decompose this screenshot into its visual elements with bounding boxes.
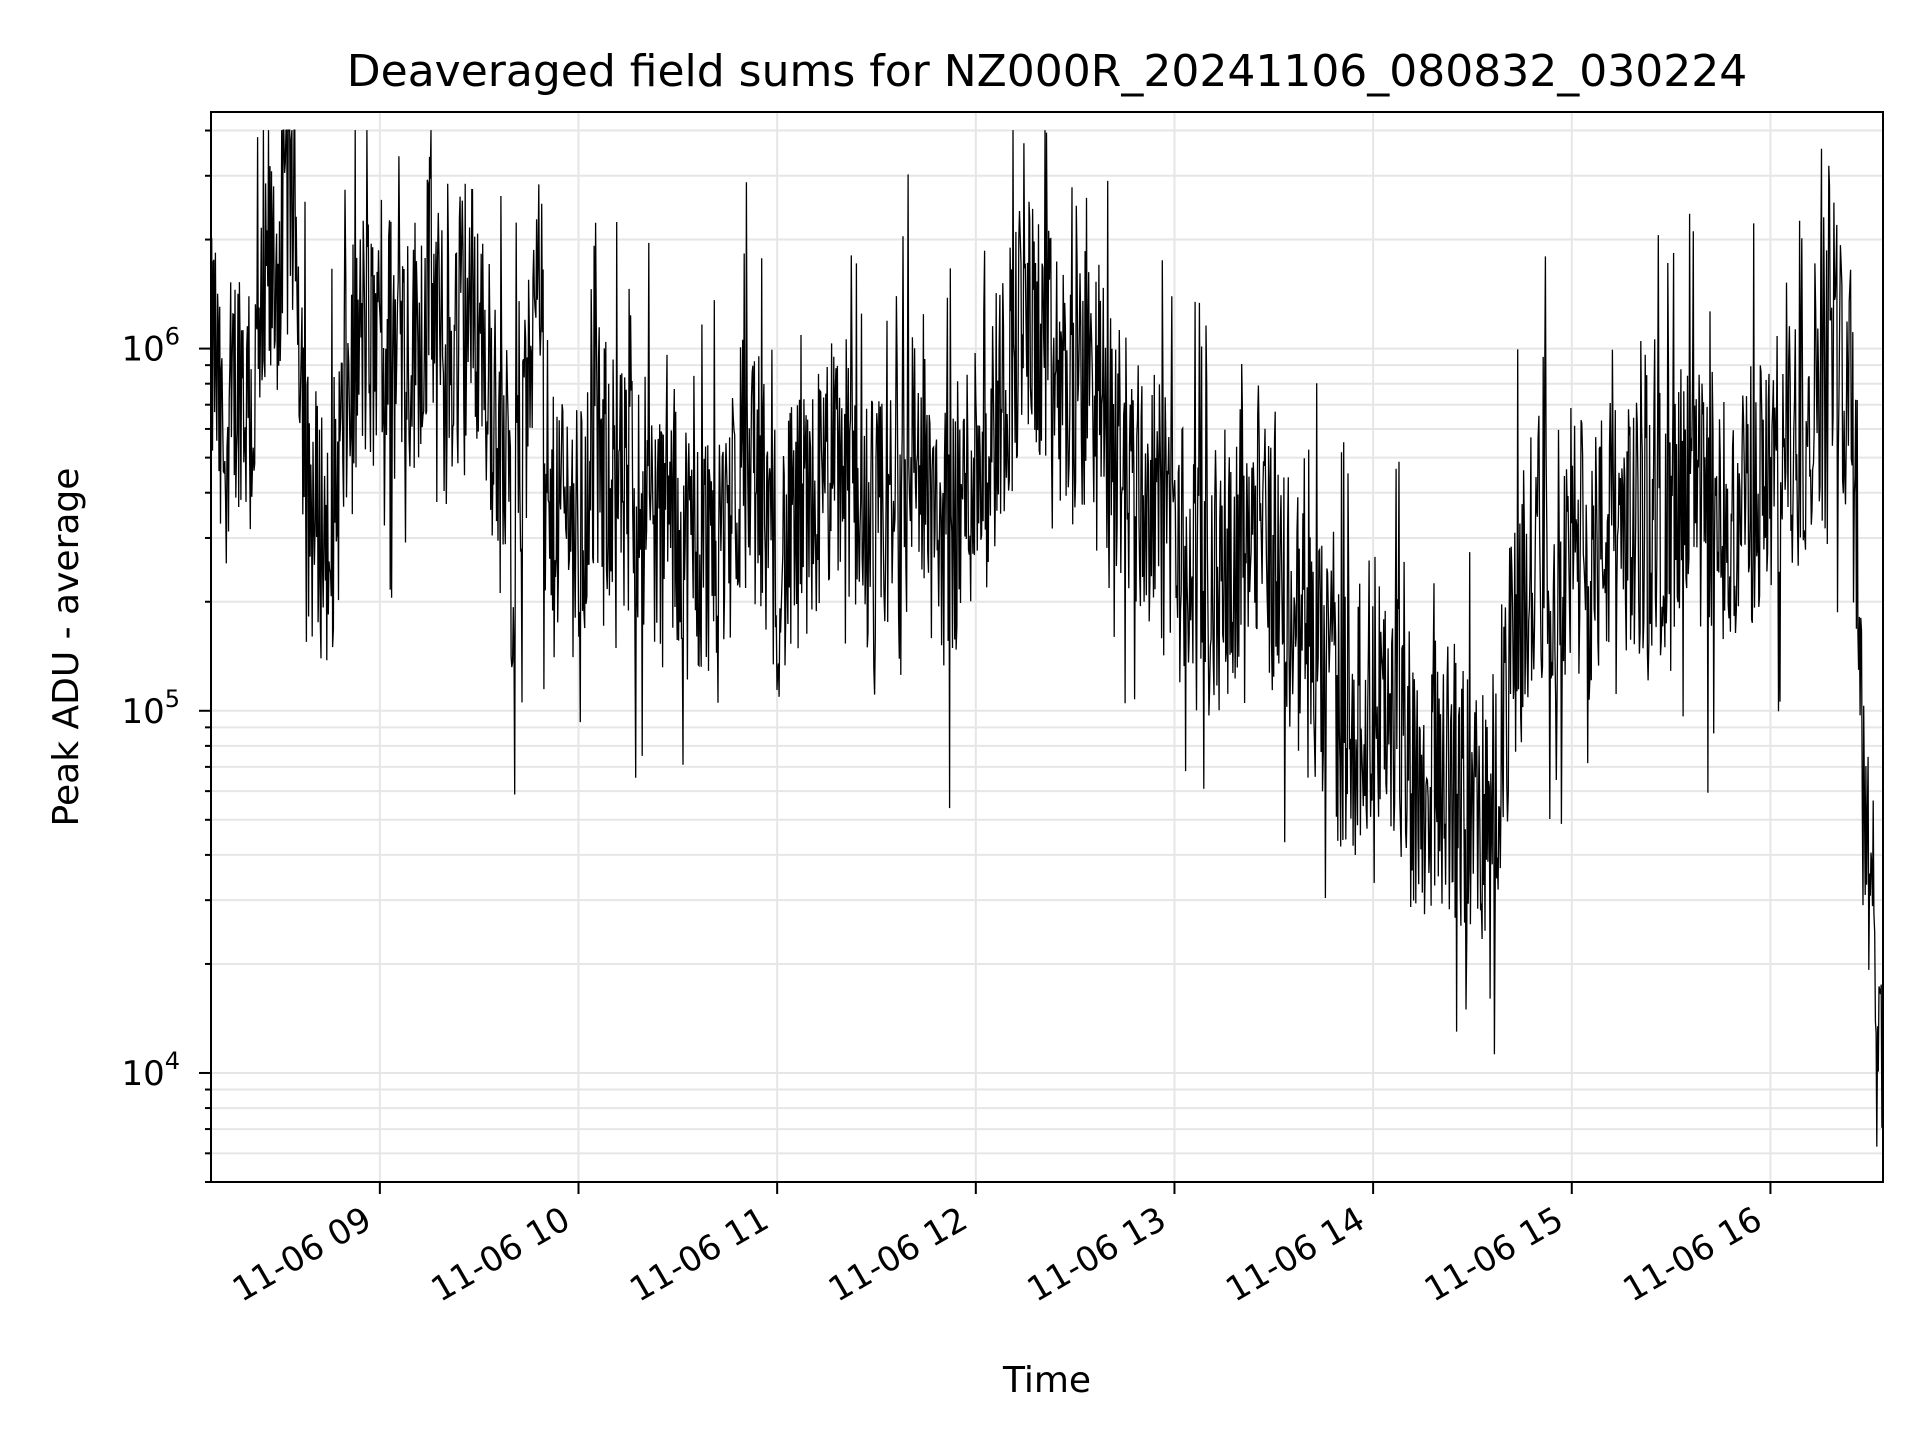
x-axis: 11-06 09 11-06 10 11-06 11 11-06 12 11-06 13…	[226, 1182, 1772, 1310]
x-tick-label: 11-06 15	[1418, 1199, 1570, 1310]
y-axis-label: Peak ADU - average	[46, 468, 87, 827]
x-tick-label: 11-06 12	[822, 1199, 974, 1310]
y-tick-label: 104	[121, 1047, 180, 1094]
y-tick-label: 105	[121, 685, 180, 732]
plot-area	[211, 129, 1883, 1147]
x-axis-label: Time	[1002, 1360, 1091, 1401]
x-tick-label: 11-06 10	[425, 1199, 577, 1310]
y-axis: 104 105 106	[121, 129, 211, 1183]
x-tick-label: 11-06 13	[1021, 1199, 1173, 1310]
chart-title: Deaveraged field sums for NZ000R_2024110…	[347, 46, 1747, 97]
x-tick-label: 11-06 09	[226, 1199, 378, 1310]
plot-frame	[210, 111, 1884, 1183]
x-tick-label: 11-06 16	[1617, 1199, 1769, 1310]
x-tick-label: 11-06 11	[623, 1199, 775, 1310]
y-tick-label: 106	[121, 323, 180, 370]
x-tick-label: 11-06 14	[1219, 1199, 1371, 1310]
series-line	[211, 129, 1883, 1147]
